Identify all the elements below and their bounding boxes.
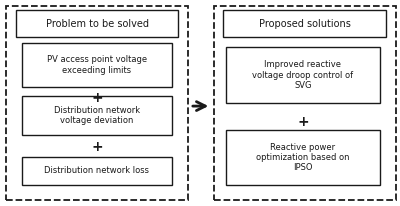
Text: Distribution network loss: Distribution network loss (44, 166, 150, 176)
Text: +: + (297, 115, 309, 129)
FancyBboxPatch shape (6, 6, 188, 200)
FancyBboxPatch shape (16, 10, 178, 37)
FancyBboxPatch shape (226, 47, 380, 103)
Text: +: + (91, 91, 103, 105)
FancyBboxPatch shape (22, 157, 172, 185)
Text: Distribution network
voltage deviation: Distribution network voltage deviation (54, 106, 140, 125)
Text: Proposed solutions: Proposed solutions (259, 19, 351, 29)
FancyBboxPatch shape (214, 6, 396, 200)
FancyBboxPatch shape (22, 96, 172, 135)
FancyBboxPatch shape (226, 130, 380, 185)
Text: +: + (91, 140, 103, 154)
Text: Reactive power
optimization based on
IPSO: Reactive power optimization based on IPS… (256, 143, 350, 172)
Text: PV access point voltage
exceeding limits: PV access point voltage exceeding limits (47, 55, 147, 75)
FancyBboxPatch shape (22, 43, 172, 87)
Text: Problem to be solved: Problem to be solved (46, 19, 148, 29)
FancyBboxPatch shape (223, 10, 386, 37)
Text: Improved reactive
voltage droop control of
SVG: Improved reactive voltage droop control … (252, 60, 354, 90)
